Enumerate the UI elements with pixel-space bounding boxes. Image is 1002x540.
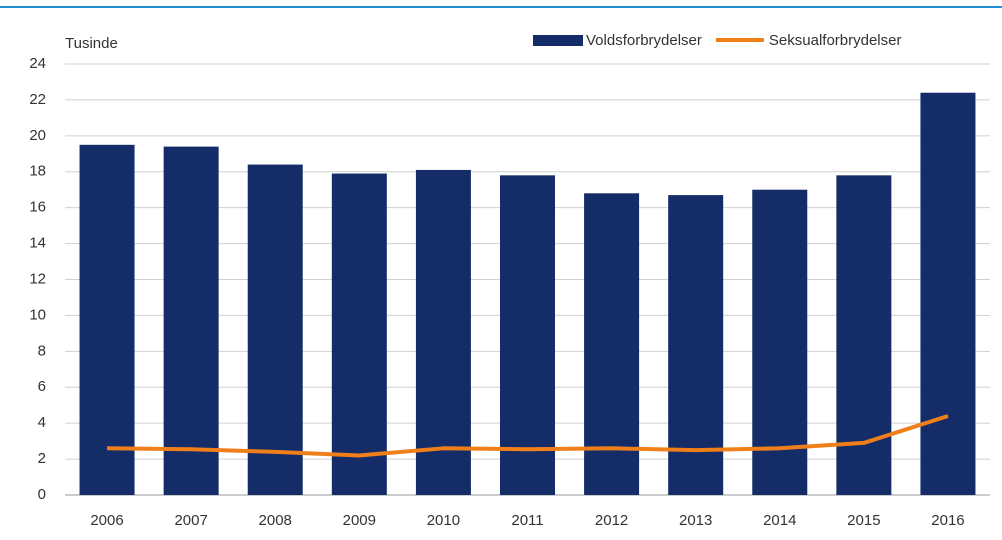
y-tick-label: 20 xyxy=(29,127,46,144)
x-tick-label: 2014 xyxy=(763,512,796,529)
y-axis-label: Tusinde xyxy=(65,35,118,52)
y-tick-label: 14 xyxy=(29,235,46,252)
x-tick-label: 2015 xyxy=(847,512,880,529)
bar xyxy=(920,92,976,495)
y-tick-label: 18 xyxy=(29,163,46,180)
legend-label: Voldsforbrydelser xyxy=(586,32,702,49)
x-tick-label: 2016 xyxy=(931,512,964,529)
x-tick-label: 2010 xyxy=(427,512,460,529)
x-tick-label: 2006 xyxy=(90,512,123,529)
x-tick-label: 2013 xyxy=(679,512,712,529)
y-tick-label: 2 xyxy=(38,450,46,467)
bar xyxy=(163,146,219,495)
legend-swatch xyxy=(533,35,583,46)
x-tick-label: 2009 xyxy=(343,512,376,529)
y-tick-label: 6 xyxy=(38,378,46,395)
y-tick-label: 0 xyxy=(38,486,46,503)
x-tick-label: 2011 xyxy=(511,512,543,529)
y-tick-label: 4 xyxy=(38,414,46,431)
bar xyxy=(415,169,471,495)
line xyxy=(107,414,949,458)
legend-label: Seksualforbrydelser xyxy=(769,32,902,49)
y-tick-label: 10 xyxy=(29,306,46,323)
y-tick-label: 8 xyxy=(38,342,46,359)
bar xyxy=(247,164,303,496)
x-tick-label: 2007 xyxy=(174,512,207,529)
y-tick-label: 12 xyxy=(29,270,46,287)
bar xyxy=(79,144,135,495)
y-tick-label: 24 xyxy=(29,55,46,72)
bar xyxy=(752,189,808,496)
x-tick-label: 2008 xyxy=(259,512,292,529)
y-tick-label: 22 xyxy=(29,91,46,108)
bar xyxy=(500,175,555,495)
x-tick-label: 2012 xyxy=(595,512,628,529)
bar xyxy=(331,173,387,495)
bar xyxy=(584,193,640,496)
y-tick-label: 16 xyxy=(29,199,46,216)
bar xyxy=(668,195,724,496)
bar xyxy=(836,175,892,495)
